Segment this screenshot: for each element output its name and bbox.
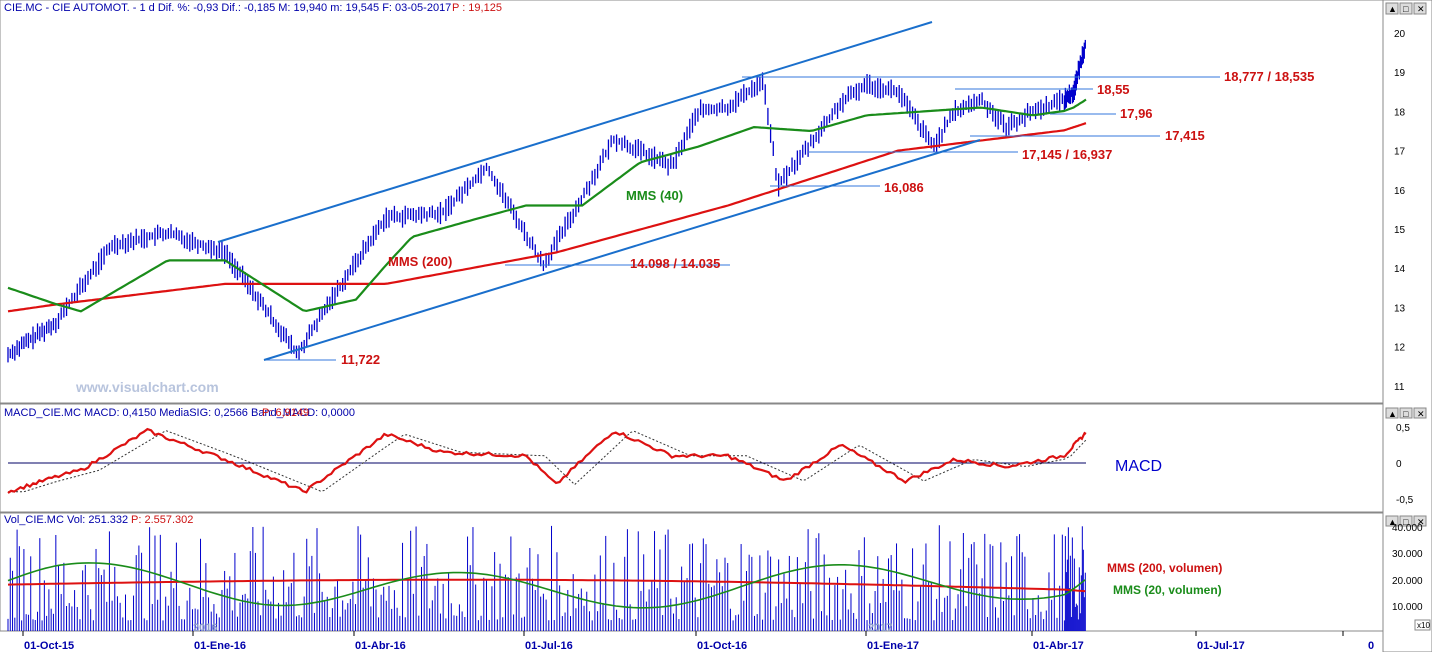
macd-header: MACD_CIE.MC MACD: 0,4150 MediaSIG: 0,256… bbox=[4, 407, 355, 419]
x-tick-label: 01-Oct-15 bbox=[24, 640, 74, 652]
vol-tick-20000: 20.000 bbox=[1392, 576, 1423, 587]
price-panel-controls: ▲ □ ✕ bbox=[1385, 2, 1427, 15]
x-tick-label: 0 bbox=[1368, 640, 1374, 652]
price-tick-14: 14 bbox=[1394, 264, 1406, 275]
volume-sma200-line bbox=[7, 578, 1086, 593]
level-label-5: 17,145 / 16,937 bbox=[1022, 147, 1112, 162]
lower-channel-line bbox=[263, 139, 981, 361]
vol-tick-40000: 40.000 bbox=[1392, 523, 1423, 534]
x-tick-label: 01-Jul-16 bbox=[525, 640, 573, 652]
price-bars bbox=[7, 39, 1086, 363]
x-tick-label: 01-Ene-16 bbox=[194, 640, 246, 652]
macd-panel-controls: ▲ □ ✕ bbox=[1385, 407, 1427, 419]
price-axis-strip bbox=[1382, 0, 1432, 652]
x-tick-label: 01-Ene-17 bbox=[867, 640, 919, 652]
volume-plot bbox=[7, 525, 1086, 631]
time-axis: 01-Oct-15 01-Ene-16 01-Abr-16 01-Jul-16 01-O… bbox=[22, 631, 1374, 652]
vol-restore-icon: □ bbox=[1403, 517, 1409, 527]
year-mark-2016: 2016 bbox=[193, 622, 217, 634]
price-axis: 20 19 18 17 16 15 14 13 12 11 bbox=[1394, 29, 1406, 393]
vol-close-button[interactable] bbox=[1413, 515, 1427, 527]
x-tick-label: 01-Jul-17 bbox=[1197, 640, 1245, 652]
sma40-line bbox=[7, 98, 1087, 313]
vol-legend-20: MMS (20, volumen) bbox=[1113, 583, 1222, 597]
volume-panel-controls: ▲ □ ✕ bbox=[1385, 515, 1427, 527]
price-tick-19: 19 bbox=[1394, 68, 1406, 79]
price-tick-11: 11 bbox=[1394, 382, 1405, 393]
moving-averages bbox=[7, 98, 1087, 313]
level-label-4: 17,415 bbox=[1165, 128, 1205, 143]
price-tick-16: 16 bbox=[1394, 186, 1406, 197]
macd-tick-high: 0,5 bbox=[1396, 423, 1410, 434]
level-label-2: 18,55 bbox=[1097, 82, 1130, 97]
sma200-line bbox=[7, 122, 1087, 313]
watermark: www.visualchart.com bbox=[75, 379, 219, 395]
year-mark-2017: 2017 bbox=[868, 622, 892, 634]
level-label-6: 16,086 bbox=[884, 180, 924, 195]
price-tick-20: 20 bbox=[1394, 29, 1406, 40]
macd-tick-zero: 0 bbox=[1396, 459, 1402, 470]
vol-legend-200: MMS (200, volumen) bbox=[1107, 561, 1222, 575]
x-tick-label: 01-Oct-16 bbox=[697, 640, 747, 652]
restore-icon: □ bbox=[1403, 4, 1409, 14]
minimize-button[interactable] bbox=[1399, 2, 1413, 15]
macd-scroll-button[interactable] bbox=[1385, 407, 1399, 419]
scroll-up-button[interactable] bbox=[1385, 2, 1399, 15]
macd-close-button[interactable] bbox=[1413, 407, 1427, 419]
level-label-8: 11,722 bbox=[341, 352, 380, 367]
vol-tick-30000: 30.000 bbox=[1392, 549, 1423, 560]
macd-label: MACD bbox=[1115, 458, 1162, 475]
level-label-3: 17,96 bbox=[1120, 106, 1153, 121]
volume-header: Vol_CIE.MC Vol: 251.332 bbox=[4, 514, 128, 526]
vol-scroll-icon: ▲ bbox=[1388, 517, 1397, 527]
x-tick-label: 01-Abr-17 bbox=[1033, 640, 1084, 652]
close-icon: ✕ bbox=[1417, 4, 1425, 14]
vol-close-icon: ✕ bbox=[1417, 517, 1425, 527]
macd-minimize-button[interactable] bbox=[1399, 407, 1413, 419]
vol-scroll-button[interactable] bbox=[1385, 515, 1399, 527]
level-label-1: 18,777 / 18,535 bbox=[1224, 69, 1314, 84]
volume-sma20-line bbox=[7, 562, 1086, 609]
upper-channel-line bbox=[217, 21, 933, 243]
last-price: P : 19,125 bbox=[452, 2, 502, 14]
vol-multiplier: x10 bbox=[1417, 621, 1430, 630]
macd-tick-low: -0,5 bbox=[1396, 495, 1414, 506]
macd-last: P: 6,9149 bbox=[262, 407, 309, 419]
close-button[interactable] bbox=[1413, 2, 1427, 15]
price-tick-15: 15 bbox=[1394, 225, 1406, 236]
macd-scroll-icon: ▲ bbox=[1388, 409, 1397, 419]
price-panel bbox=[0, 0, 1384, 404]
macd-panel bbox=[0, 403, 1384, 513]
scroll-up-icon: ▲ bbox=[1388, 4, 1397, 14]
chart-title: CIE.MC - CIE AUTOMOT. - 1 d Dif. %: -0,9… bbox=[4, 2, 451, 14]
vol-minimize-button[interactable] bbox=[1399, 515, 1413, 527]
x-tick-label: 01-Abr-16 bbox=[355, 640, 406, 652]
price-tick-12: 12 bbox=[1394, 343, 1406, 354]
vol-tick-10000: 10.000 bbox=[1392, 602, 1423, 613]
level-label-7: 14.098 / 14.035 bbox=[630, 256, 720, 271]
macd-signal-line bbox=[8, 430, 1087, 493]
macd-line bbox=[7, 427, 1087, 494]
price-tick-18: 18 bbox=[1394, 107, 1406, 118]
price-tick-17: 17 bbox=[1394, 147, 1406, 158]
macd-close-icon: ✕ bbox=[1417, 409, 1425, 419]
multiplier-box bbox=[1414, 619, 1431, 631]
volume-last: P: 2.557.302 bbox=[131, 514, 193, 526]
macd-plot bbox=[7, 427, 1087, 494]
mms40-label: MMS (40) bbox=[626, 188, 683, 203]
volume-panel bbox=[0, 512, 1384, 632]
macd-restore-icon: □ bbox=[1403, 409, 1409, 419]
mms200-label: MMS (200) bbox=[388, 254, 452, 269]
support-resistance-levels bbox=[264, 76, 1220, 361]
price-tick-13: 13 bbox=[1394, 303, 1406, 314]
